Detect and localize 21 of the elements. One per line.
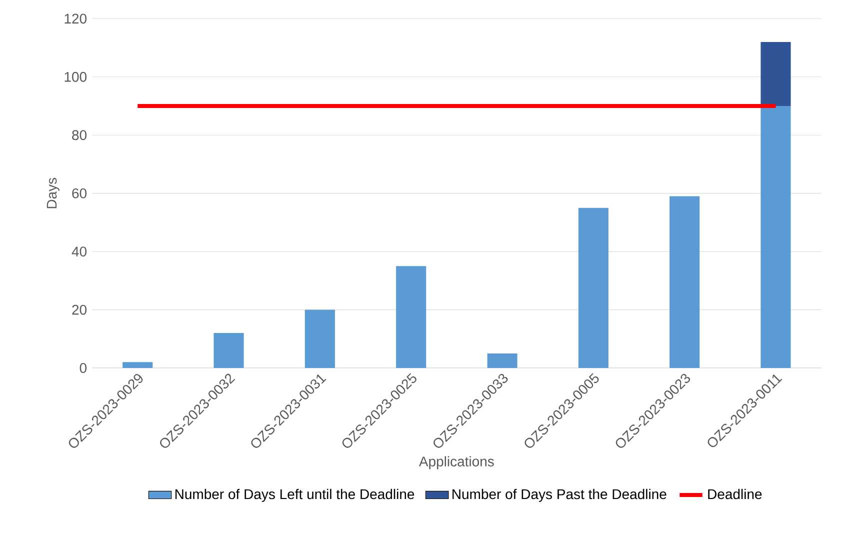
bar [122,362,153,368]
bar [487,353,518,368]
y-tick-label: 100 [64,72,87,82]
y-axis-title: Days [46,178,60,208]
y-tick-label: 60 [72,188,87,198]
y-tick-label: 120 [64,14,87,24]
y-tick-label: 40 [72,246,87,256]
bar [760,42,791,106]
bar [670,196,700,368]
bar [304,310,335,368]
y-tick-label: 0 [80,362,87,373]
x-axis-title: Applications [418,456,494,470]
legend-label: Deadline [708,488,762,499]
bar [214,332,244,368]
bar [578,208,608,368]
legend-label: Number of Days Left until the Deadline [175,488,414,502]
bar [396,266,426,368]
bar [760,106,791,368]
y-tick-label: 80 [72,130,87,140]
y-tick-label: 20 [72,304,87,315]
legend-label: Number of Days Past the Deadline [452,488,666,502]
